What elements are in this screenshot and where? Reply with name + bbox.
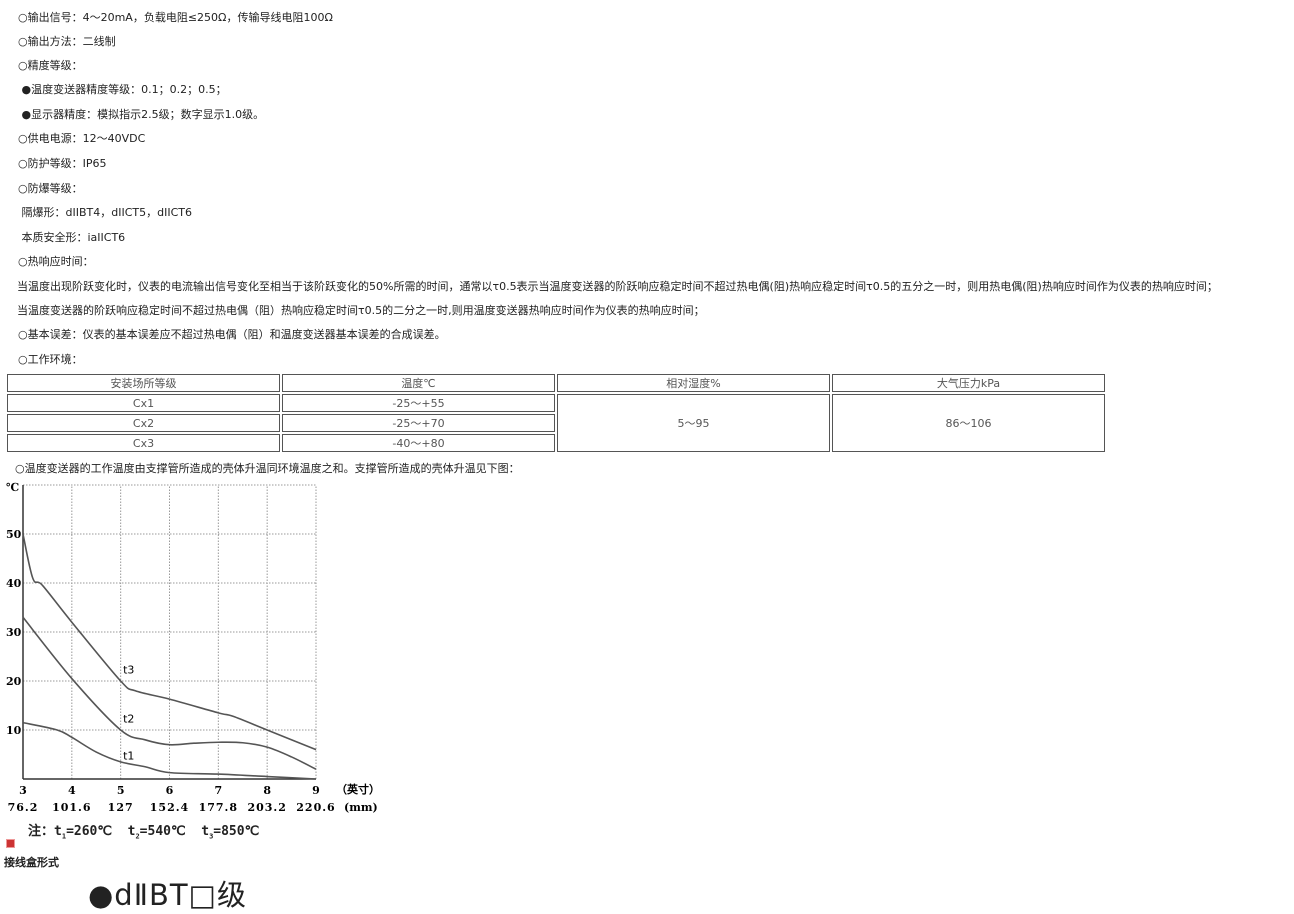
- header-cell: 温度℃: [282, 374, 555, 392]
- x-tick-mm-label: 177.8: [199, 801, 238, 814]
- note-sub: 2: [135, 832, 140, 841]
- series-line-t3: [22, 533, 317, 751]
- chart-caption: ○温度变送器的工作温度由支撑管所造成的壳体升温同环境温度之和。支撑管所造成的壳体…: [15, 462, 520, 475]
- series-label-t2: t2: [123, 713, 134, 726]
- humidity-cell: 5～95: [557, 394, 830, 452]
- y-tick-label: 50: [6, 528, 22, 541]
- y-axis-label: ℃: [6, 481, 19, 494]
- header-cell: 相对湿度%: [557, 374, 830, 392]
- note-sub: 1: [61, 832, 67, 841]
- spec-line: ○防爆等级：: [18, 182, 83, 195]
- spec-line: ●温度变送器精度等级：0.1；0.2；0.5；: [18, 83, 227, 96]
- table-cell: Cx3: [7, 434, 280, 452]
- note-prefix: 注：: [28, 824, 55, 839]
- pressure-cell: 86～106: [832, 394, 1105, 452]
- environment-table: 安装场所等级 温度℃ 相对湿度% 大气压力kPa Cx1 -25～+55 5～9…: [5, 372, 1107, 454]
- x-tick-label: 6: [166, 784, 174, 797]
- junction-box-title: 接线盒形式: [4, 856, 59, 869]
- table-cell: -25～+70: [282, 414, 555, 432]
- spec-line: 当温度变送器的阶跃响应稳定时间不超过热电偶（阻）热响应稳定时间τ0.5的二分之一…: [17, 304, 705, 317]
- x-tick-label: 4: [68, 784, 76, 797]
- spec-line: ○供电电源：12～40VDC: [18, 132, 146, 145]
- spec-line: ○精度等级：: [18, 59, 83, 72]
- spec-line: ○输出信号：4～20mA，负载电阻≤250Ω，传输导线电阻100Ω: [18, 11, 333, 24]
- x-axis-unit-label: (mm): [344, 801, 378, 814]
- note-t: t: [201, 824, 210, 839]
- explosion-proof-label: ●dⅡBT□级: [88, 878, 247, 912]
- table-cell: -40～+80: [282, 434, 555, 452]
- x-tick-label: 9: [312, 784, 320, 797]
- y-tick-label: 30: [6, 626, 22, 639]
- x-tick-label: 7: [215, 784, 223, 797]
- spec-line: ○热响应时间：: [18, 255, 94, 268]
- chart-note: 注：t1=260℃ t2=540℃ t3=850℃: [28, 820, 259, 841]
- spec-line: ○基本误差：仪表的基本误差应不超过热电偶（阻）和温度变送器基本误差的合成误差。: [18, 328, 446, 341]
- spec-line: 当温度出现阶跃变化时，仪表的电流输出信号变化至相当于该阶跃变化的50%所需的时间…: [17, 280, 1218, 293]
- x-tick-mm-label: 152.4: [150, 801, 189, 814]
- note-t1: =260℃: [66, 824, 112, 839]
- x-axis-label: （英寸）: [336, 782, 380, 796]
- table-cell: -25～+55: [282, 394, 555, 412]
- x-tick-label: 3: [19, 784, 27, 797]
- x-tick-mm-label: 76.2: [8, 801, 39, 814]
- note-t2: =540℃: [139, 824, 186, 839]
- spec-line: 本质安全形：iaIICT6: [18, 231, 126, 244]
- y-tick-label: 20: [6, 675, 22, 688]
- broken-image-icon: [6, 839, 15, 848]
- y-tick-label: 10: [6, 724, 22, 737]
- y-tick-label: 40: [6, 577, 22, 590]
- x-tick-mm-label: 127: [108, 801, 134, 814]
- x-tick-mm-label: 101.6: [52, 801, 91, 814]
- x-tick-mm-label: 220.6: [296, 801, 335, 814]
- spec-line: 隔爆形：dIIBT4，dIICT5，dIICT6: [18, 206, 192, 219]
- spec-line: ○工作环境：: [18, 353, 83, 366]
- x-tick-mm-label: 203.2: [247, 801, 286, 814]
- note-t: t: [127, 824, 136, 839]
- spec-line: ○输出方法：二线制: [18, 35, 116, 48]
- note-t3: =850℃: [213, 824, 260, 839]
- spec-line: ○防护等级：IP65: [18, 157, 107, 170]
- note-t: t: [54, 824, 62, 839]
- x-tick-label: 8: [263, 784, 271, 797]
- series-label-t3: t3: [123, 664, 134, 677]
- table-cell: Cx1: [7, 394, 280, 412]
- table-cell: Cx2: [7, 414, 280, 432]
- series-label-t1: t1: [123, 749, 134, 762]
- series-line-t2: [22, 616, 317, 770]
- header-cell: 大气压力kPa: [832, 374, 1105, 392]
- temperature-rise-chart: ℃ 10 20 30 40 50 3 4 5 6 7 8 9 76.2 101.6 127 152.4 177.8…: [6, 481, 380, 814]
- series-line-t1: [22, 721, 317, 780]
- spec-line: ●显示器精度：模拟指示2.5级；数字显示1.0级。: [18, 108, 265, 121]
- header-cell: 安装场所等级: [7, 374, 280, 392]
- note-sub: 3: [209, 832, 214, 841]
- x-tick-label: 5: [117, 784, 125, 797]
